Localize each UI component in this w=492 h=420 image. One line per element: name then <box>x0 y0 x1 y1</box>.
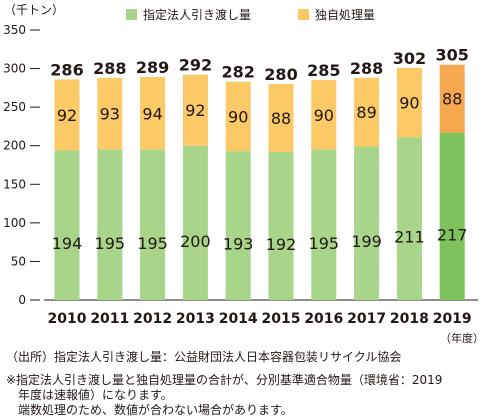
data-label-independent: 88 <box>271 109 291 128</box>
y-tick-label: 100 <box>3 216 26 230</box>
footnote-line-1: ※指定法人引き渡し量と独自処理量の合計が、分別基準適合物量（環境省：2019 <box>6 373 443 387</box>
x-tick-label: 2013 <box>176 311 215 327</box>
source-note: （出所）指定法人引き渡し量：公益財団法人日本容器包装リサイクル協会 <box>6 350 402 364</box>
y-axis-unit-label: （千トン） <box>4 3 65 17</box>
x-tick-label: 2015 <box>262 311 301 327</box>
bar-independent-2018 <box>396 67 422 138</box>
x-tick-label: 2016 <box>304 311 343 327</box>
y-tick-label: 250 <box>3 100 26 114</box>
bar-designated-2011 <box>97 149 123 300</box>
bar-designated-2019 <box>439 132 465 300</box>
data-label-designated: 211 <box>394 228 425 247</box>
total-label: 288 <box>93 59 126 78</box>
bar-independent-2012 <box>140 77 166 150</box>
total-label: 288 <box>350 59 383 78</box>
data-label-designated: 193 <box>223 235 254 254</box>
data-label-designated: 200 <box>180 232 211 251</box>
bar-designated-2012 <box>140 149 166 300</box>
bar-independent-2011 <box>97 77 123 150</box>
data-label-designated: 195 <box>309 234 340 253</box>
legend-item-designated: 指定法人引き渡し量 <box>126 6 251 23</box>
data-label-independent: 92 <box>185 101 205 120</box>
x-tick-label: 2012 <box>133 311 172 327</box>
data-label-independent: 88 <box>442 90 462 109</box>
x-tick-label: 2014 <box>219 311 258 327</box>
x-tick-label: 2011 <box>90 311 129 327</box>
x-tick-label: 2017 <box>347 311 386 327</box>
total-label: 305 <box>435 46 468 65</box>
x-tick-label: 2019 <box>433 311 472 327</box>
data-label-designated: 195 <box>95 234 126 253</box>
x-axis-unit-label: （年度） <box>440 332 484 345</box>
total-label: 289 <box>136 58 169 77</box>
chart-notes: （出所）指定法人引き渡し量：公益財団法人日本容器包装リサイクル協会 ※指定法人引… <box>6 350 490 418</box>
stacked-bar-chart: 0 50 100 150 200 250 300 350 194 92 286 2010 195 93 28… <box>3 23 478 327</box>
data-label-independent: 94 <box>142 104 162 123</box>
bar-designated-2018 <box>396 137 422 300</box>
data-label-independent: 90 <box>314 106 334 125</box>
total-label: 302 <box>393 49 426 68</box>
bar-designated-2015 <box>268 151 294 300</box>
bar-independent-2017 <box>354 77 380 147</box>
legend-label-designated: 指定法人引き渡し量 <box>143 8 252 22</box>
bar-designated-2010 <box>54 150 80 300</box>
y-tick-label: 350 <box>3 23 26 37</box>
bar-designated-2013 <box>182 145 208 300</box>
total-label: 285 <box>307 61 340 80</box>
legend-label-independent: 独自処理量 <box>315 8 376 22</box>
data-label-independent: 92 <box>57 106 77 125</box>
bar-independent-2013 <box>182 74 208 146</box>
y-tick-label: 50 <box>11 254 26 268</box>
total-label: 282 <box>221 63 254 82</box>
y-tick-label: 300 <box>3 62 26 76</box>
data-label-designated: 194 <box>52 234 83 253</box>
bar-independent-2019 <box>439 64 465 133</box>
y-tick-label: 0 <box>18 293 26 307</box>
bar-independent-2010 <box>54 79 80 151</box>
data-label-independent: 90 <box>228 107 248 126</box>
bar-designated-2016 <box>311 149 337 300</box>
y-tick-label: 200 <box>3 139 26 153</box>
legend-item-independent: 独自処理量 <box>298 6 375 23</box>
total-label: 280 <box>264 65 297 84</box>
data-label-independent: 90 <box>399 94 419 113</box>
data-label-designated: 192 <box>266 235 297 254</box>
legend-swatch-independent <box>298 9 309 20</box>
data-label-designated: 195 <box>137 234 168 253</box>
total-label: 286 <box>50 60 83 79</box>
y-tick-label: 150 <box>3 177 26 191</box>
bar-designated-2017 <box>354 146 380 300</box>
footnote-line-2: 年度は速報値）になります。 <box>6 388 173 402</box>
bar-independent-2016 <box>311 80 337 150</box>
bar-designated-2014 <box>225 151 251 300</box>
footnote-line-3: 端数処理のため、数値が合わない場合があります。 <box>6 403 293 417</box>
data-label-designated: 217 <box>437 225 468 244</box>
data-label-designated: 199 <box>351 232 382 251</box>
x-tick-label: 2018 <box>390 311 429 327</box>
data-label-independent: 93 <box>100 105 120 124</box>
legend-swatch-designated <box>126 9 137 20</box>
total-label: 292 <box>179 56 212 75</box>
bar-independent-2014 <box>225 81 251 152</box>
data-label-independent: 89 <box>356 103 376 122</box>
bar-independent-2015 <box>268 84 294 152</box>
x-tick-label: 2010 <box>48 311 87 327</box>
